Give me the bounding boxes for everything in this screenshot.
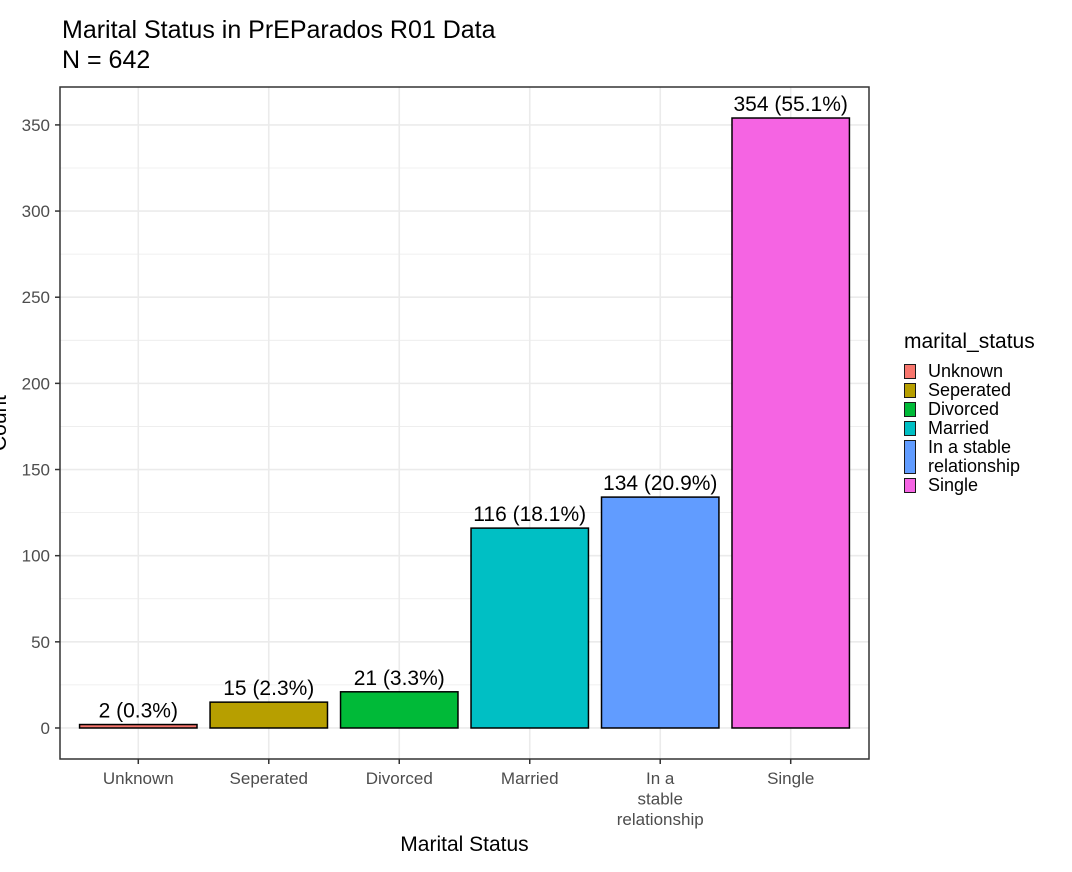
legend-swatch (904, 478, 916, 493)
y-tick-label: 100 (22, 547, 50, 566)
x-tick-label: Seperated (230, 769, 308, 788)
legend-swatch (904, 402, 916, 417)
data-label: 21 (3.3%) (354, 667, 445, 690)
y-tick-label: 150 (22, 461, 50, 480)
y-axis: 0 50 100 150 200 250 300 350 (22, 116, 60, 738)
legend-label: Married (928, 418, 990, 438)
legend-swatch (904, 440, 916, 474)
y-axis-title: Count (0, 395, 11, 451)
data-label: 116 (18.1%) (473, 503, 586, 526)
x-axis-title: Marital Status (400, 833, 528, 856)
legend-label: Single (928, 475, 979, 495)
y-tick-label: 0 (41, 719, 50, 738)
bar-divorced (339, 691, 459, 729)
bars (78, 117, 851, 729)
y-tick-label: 300 (22, 202, 50, 221)
bar-single (731, 117, 851, 729)
x-tick-label: Married (501, 769, 559, 788)
legend-swatch (904, 364, 916, 379)
x-tick-label: In a stable relationship (617, 769, 704, 829)
legend-label: Divorced (928, 399, 1000, 419)
y-tick-label: 50 (31, 633, 50, 652)
legend-label: In a stable relationship (928, 437, 1021, 476)
bar-in-a-stable-relationship (600, 496, 720, 729)
legend-label: Unknown (928, 361, 1004, 381)
bar-married (470, 527, 590, 729)
legend-item: Single (904, 476, 1038, 495)
legend-item: Seperated (904, 381, 1038, 400)
legend-items: Unknown Seperated Divorced Married In a stab… (904, 362, 1038, 495)
data-labels: 2 (0.3%) 15 (2.3%) 21 (3.3%) 116 (18.1%) 134… (99, 93, 848, 723)
x-tick-label: Unknown (103, 769, 174, 788)
chart-subtitle: N = 642 (62, 46, 151, 74)
bar-unknown (78, 723, 198, 729)
chart-title: Marital Status in PrEParados R01 Data (62, 16, 496, 44)
legend: marital_status Unknown Seperated Divorced M… (904, 330, 1038, 495)
legend-label: Seperated (928, 380, 1012, 400)
legend-item: Unknown (904, 362, 1038, 381)
y-tick-label: 350 (22, 116, 50, 135)
data-label: 2 (0.3%) (99, 700, 178, 723)
plot-panel-border (59, 86, 870, 760)
legend-title: marital_status (904, 330, 1035, 353)
legend-item: Married (904, 419, 1038, 438)
legend-swatch (904, 421, 916, 436)
data-label: 354 (55.1%) (734, 93, 848, 116)
legend-swatch (904, 383, 916, 398)
bar-seperated (209, 701, 329, 729)
y-tick-label: 200 (22, 374, 50, 393)
data-label: 134 (20.9%) (603, 472, 717, 495)
x-tick-label: Single (767, 769, 814, 788)
data-label: 15 (2.3%) (223, 677, 314, 700)
legend-item: Divorced (904, 400, 1038, 419)
legend-item: In a stable relationship (904, 438, 1038, 476)
x-axis: Unknown Seperated Divorced Married In a stabl… (103, 759, 814, 829)
x-tick-label: Divorced (366, 769, 433, 788)
y-tick-label: 250 (22, 288, 50, 307)
